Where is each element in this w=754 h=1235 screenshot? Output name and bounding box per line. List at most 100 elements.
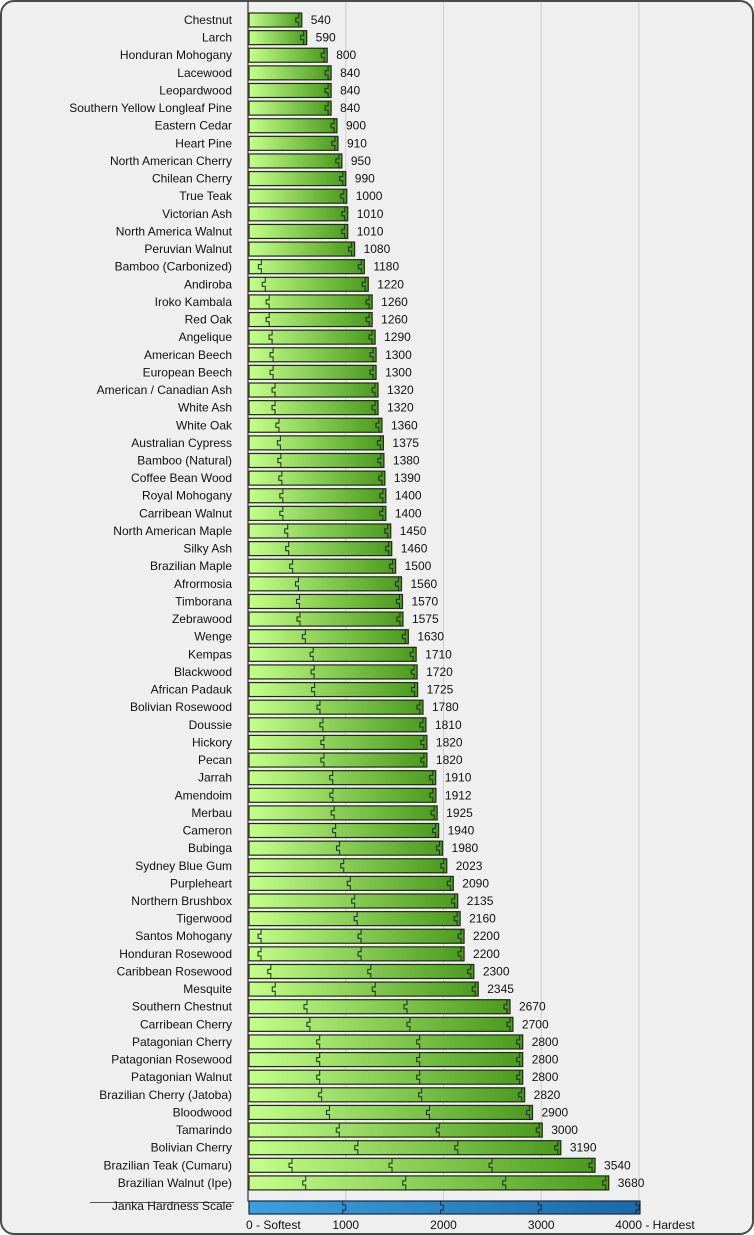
plank-joint — [269, 365, 274, 380]
bar — [248, 540, 393, 557]
category-label: Brazilian Walnut (Ipe) — [118, 1176, 232, 1190]
value-label: 2800 — [532, 1053, 559, 1067]
category-label: Larch — [202, 31, 232, 45]
plank-joint — [588, 1158, 593, 1173]
bar — [248, 400, 379, 416]
x-tick-label: 1000 — [332, 1218, 359, 1232]
plank-joint — [488, 1158, 493, 1173]
value-label: 950 — [351, 154, 371, 168]
category-label: Coffee Bean Wood — [131, 471, 232, 485]
bar — [248, 805, 438, 821]
plank-joint — [346, 876, 351, 891]
category-label: Carribean Cherry — [140, 1017, 232, 1031]
category-label: Bamboo (Carbonized) — [115, 260, 232, 274]
plank-joint — [436, 841, 441, 856]
plank-joint — [271, 400, 276, 415]
plank-joint — [457, 946, 462, 961]
value-label: 3000 — [551, 1123, 578, 1137]
category-label: Timborana — [175, 594, 232, 608]
plank-joint — [301, 629, 306, 644]
plank-joint — [279, 488, 284, 503]
value-label: 1710 — [425, 647, 452, 661]
category-label: Bolivian Cherry — [151, 1141, 232, 1155]
value-label: 1912 — [445, 788, 472, 802]
category-label: Caribbean Rosewood — [117, 964, 232, 978]
value-label: 800 — [336, 48, 356, 62]
value-label: 2820 — [534, 1088, 561, 1102]
category-label: Bolivian Rosewood — [130, 700, 232, 714]
category-label: Peruvian Walnut — [144, 242, 232, 256]
bar — [248, 611, 404, 627]
value-label: 2800 — [532, 1035, 559, 1049]
value-label: 1820 — [436, 735, 463, 749]
plank-joint — [375, 418, 380, 433]
plank-joint — [394, 576, 399, 591]
plank-joint — [276, 435, 281, 450]
category-label: Hickory — [192, 735, 232, 749]
value-label: 840 — [340, 83, 360, 97]
bar — [248, 770, 437, 786]
bar — [248, 82, 332, 99]
value-label: 1780 — [432, 700, 459, 714]
plank-joint — [416, 1070, 421, 1085]
plank-joint — [316, 1052, 321, 1067]
plank-joint — [335, 153, 340, 168]
plank-joint — [371, 982, 376, 997]
plank-joint — [379, 488, 384, 503]
value-label: 1010 — [357, 207, 384, 221]
category-label: Tamarindo — [176, 1123, 232, 1137]
plank-joint — [279, 506, 284, 521]
value-label: 2200 — [473, 947, 500, 961]
bar — [248, 435, 385, 451]
plank-joint — [429, 788, 434, 803]
bar — [248, 65, 332, 81]
plank-joint — [396, 612, 401, 627]
plank-joint — [330, 805, 335, 820]
bar — [248, 928, 465, 944]
bar — [248, 329, 376, 345]
value-label: 1390 — [394, 471, 421, 485]
plank-joint — [296, 612, 301, 627]
value-label: 1570 — [411, 594, 438, 608]
value-label: 540 — [311, 13, 331, 27]
plank-joint — [319, 717, 324, 732]
category-label: Bubinga — [188, 841, 232, 855]
value-label: 2345 — [487, 982, 514, 996]
plank-joint — [331, 136, 336, 151]
plank-joint — [432, 823, 437, 838]
plank-joint — [506, 1017, 511, 1032]
category-label: Red Oak — [185, 313, 233, 327]
category-label: Victorian Ash — [162, 207, 232, 221]
plank-joint — [429, 770, 434, 785]
value-label: 1810 — [435, 718, 462, 732]
plank-joint — [369, 347, 374, 362]
plank-joint — [351, 894, 356, 908]
plank-joint — [425, 1105, 430, 1120]
plank-joint — [446, 876, 451, 891]
category-label: Bloodwood — [173, 1105, 232, 1119]
plank-joint — [324, 101, 329, 116]
value-label: 3190 — [570, 1141, 597, 1155]
plank-joint — [406, 1017, 411, 1032]
category-label: Australian Cypress — [131, 436, 232, 450]
bar — [248, 999, 511, 1015]
value-label: 1400 — [395, 489, 422, 503]
value-label: 1450 — [400, 524, 427, 538]
x-tick-label: 4000 - Hardest — [615, 1218, 695, 1232]
category-label: Honduran Rosewood — [119, 947, 232, 961]
bar — [248, 558, 397, 574]
category-label: Kempas — [188, 647, 232, 661]
bar — [248, 699, 424, 715]
plank-joint — [311, 682, 316, 697]
category-label: White Oak — [176, 418, 233, 432]
plank-joint — [353, 911, 358, 926]
plank-joint — [503, 999, 508, 1014]
category-label: Lacewood — [177, 66, 232, 80]
bar — [248, 646, 417, 662]
plank-joint — [284, 523, 289, 538]
plank-joint — [454, 1140, 459, 1155]
plank-joint — [302, 1175, 307, 1190]
plank-joint — [435, 1123, 440, 1138]
bar — [248, 717, 427, 733]
plank-joint — [379, 506, 384, 521]
